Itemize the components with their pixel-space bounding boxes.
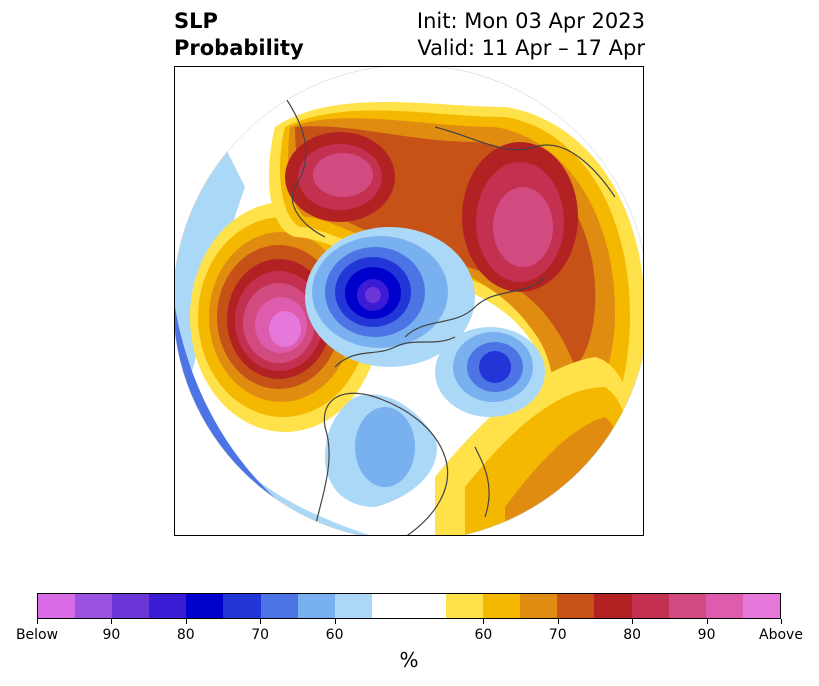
colorbar-tick-mark [557, 619, 559, 624]
colorbar-tick-mark [260, 619, 262, 624]
init-date: Init: Mon 03 Apr 2023 [416, 9, 645, 33]
colorbar-tick-mark [111, 619, 113, 624]
title-variable: SLP [174, 9, 218, 33]
colorbar-segment [223, 594, 261, 618]
colorbar-segment [334, 594, 372, 618]
colorbar-tick-label: 90 [697, 627, 716, 643]
colorbar-segment [446, 594, 484, 618]
colorbar-tick-label: 60 [325, 627, 344, 643]
polar-map [175, 67, 643, 535]
title-product: Probability [174, 36, 304, 60]
coastlines [284, 86, 616, 535]
colorbar-segment [297, 594, 335, 618]
map-title: SLP Probability [174, 8, 304, 62]
colorbar-segment [260, 594, 298, 618]
colorbar-tick-label: 60 [474, 627, 493, 643]
colorbar-tick-mark [483, 619, 485, 624]
probability-field [175, 67, 643, 535]
colorbar-segment [186, 594, 224, 618]
colorbar-segment [38, 594, 76, 618]
colorbar-tick-mark [706, 619, 708, 624]
map-dates: Init: Mon 03 Apr 2023 Valid: 11 Apr – 17… [417, 8, 645, 62]
colorbar-segment [594, 594, 632, 618]
colorbar [37, 593, 781, 619]
colorbar-segment [75, 594, 113, 618]
colorbar-segment [668, 594, 706, 618]
colorbar-tick-mark [185, 619, 187, 624]
colorbar-segment [112, 594, 150, 618]
colorbar-segment [705, 594, 743, 618]
colorbar-unit: % [399, 648, 419, 672]
colorbar-segment [408, 594, 447, 618]
colorbar-segment [483, 594, 521, 618]
map-panel [174, 66, 644, 536]
colorbar-tick-label: 70 [251, 627, 270, 643]
colorbar-tick-label: Above [759, 627, 803, 643]
colorbar-segment [520, 594, 558, 618]
colorbar-tick-label: 90 [102, 627, 121, 643]
colorbar-tick-label: 80 [176, 627, 195, 643]
colorbar-tick-label: Below [15, 627, 59, 643]
colorbar-segment [742, 594, 780, 618]
colorbar-tick-mark [334, 619, 336, 624]
colorbar-tick-mark [632, 619, 634, 624]
colorbar-segment [371, 594, 409, 618]
valid-range: Valid: 11 Apr – 17 Apr [417, 36, 645, 60]
colorbar-segment [557, 594, 595, 618]
colorbar-segment [149, 594, 187, 618]
colorbar-tick-label: 80 [623, 627, 642, 643]
colorbar-tick-label: 70 [548, 627, 567, 643]
colorbar-tick-mark [37, 619, 38, 624]
colorbar-segment [631, 594, 669, 618]
colorbar-tick-mark [781, 619, 782, 624]
